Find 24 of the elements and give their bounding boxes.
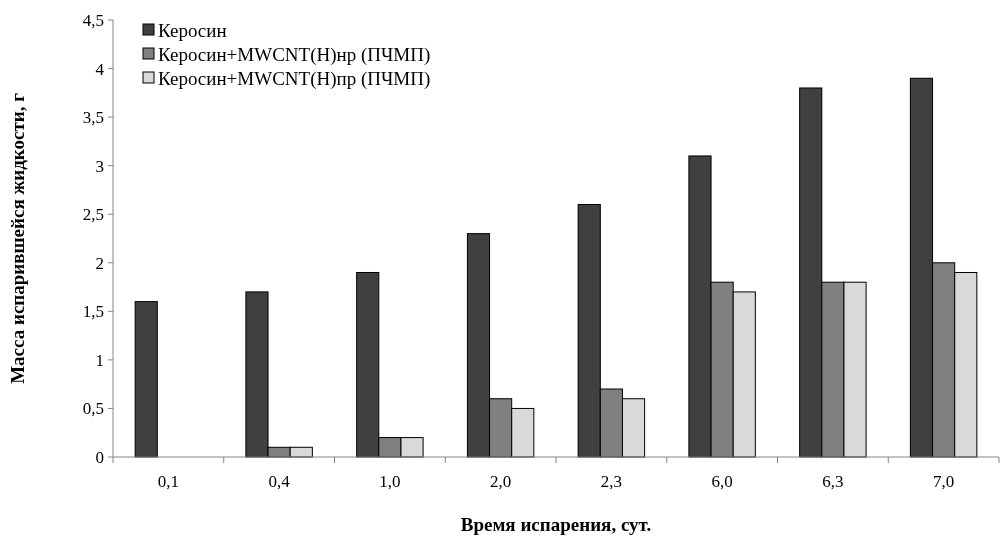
x-tick-label: 6,0 [711, 472, 733, 491]
y-tick-label: 0,5 [82, 399, 104, 419]
x-tick-label: 0,1 [157, 472, 179, 491]
y-tick-label: 1,5 [82, 302, 104, 322]
x-tick-label: 0,4 [268, 472, 291, 491]
y-tick-label: 1 [95, 350, 104, 370]
y-tick-label: 3,5 [82, 108, 104, 128]
y-tick-label: 3 [95, 156, 104, 176]
y-tick-label: 2 [95, 253, 104, 273]
legend-label: Керосин+MWCNT(Н)нр (ПЧМП) [158, 43, 431, 66]
y-tick-label: 2,5 [82, 205, 104, 225]
y-tick-label: 4 [95, 59, 105, 79]
x-tick-label: 6,3 [822, 472, 844, 491]
x-axis-title: Время испарения, сут. [460, 514, 652, 535]
x-tick-label: 2,0 [490, 472, 512, 491]
y-tick-label: 0 [95, 447, 104, 467]
x-tick-label: 1,0 [379, 472, 401, 491]
bar [134, 301, 158, 458]
x-tick-label: 7,0 [933, 472, 955, 491]
legend-label: Керосин [158, 19, 227, 41]
x-tick-label: 2,3 [600, 472, 622, 491]
y-axis-title: Масса испарившейся жидкости, г [7, 92, 28, 384]
legend-label: Керосин+MWCNT(Н)пр (ПЧМП) [158, 67, 431, 90]
y-tick-label: 4,5 [82, 10, 104, 30]
